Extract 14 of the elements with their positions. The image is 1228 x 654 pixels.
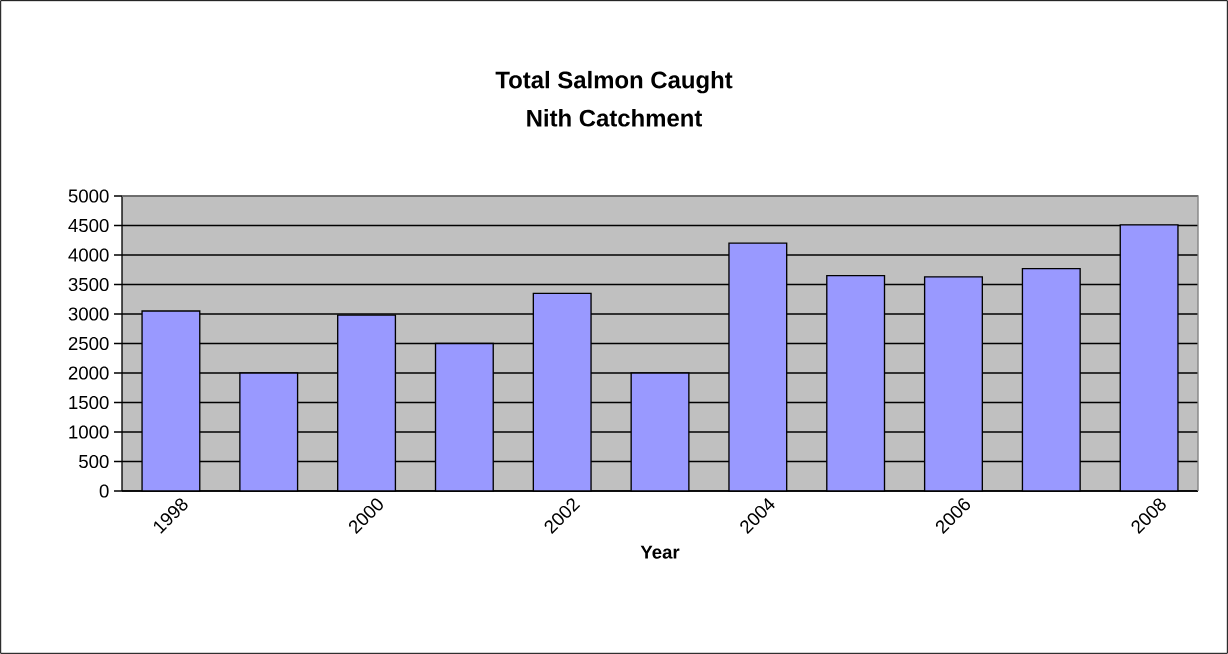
y-tick-label: 3500 [68, 277, 109, 292]
y-tick-label: 4500 [68, 218, 109, 233]
y-tick-label: 4000 [68, 248, 109, 262]
y-tick-label: 5000 [68, 189, 109, 203]
y-tick-label: 1000 [69, 425, 109, 439]
y-tick-label: 1500 [69, 395, 109, 410]
y-tick-label: 500 [79, 454, 109, 469]
y-tick-label: 3000 [68, 307, 109, 321]
y-tick-label: 2000 [68, 366, 109, 380]
chart-title: Total Salmon Caught [495, 70, 733, 94]
y-tick-label: 0 [99, 484, 109, 498]
chart-subtitle: Nith Catchment [527, 109, 703, 127]
y-tick-label: 2500 [68, 336, 109, 351]
x-axis-title: Year [640, 545, 680, 559]
